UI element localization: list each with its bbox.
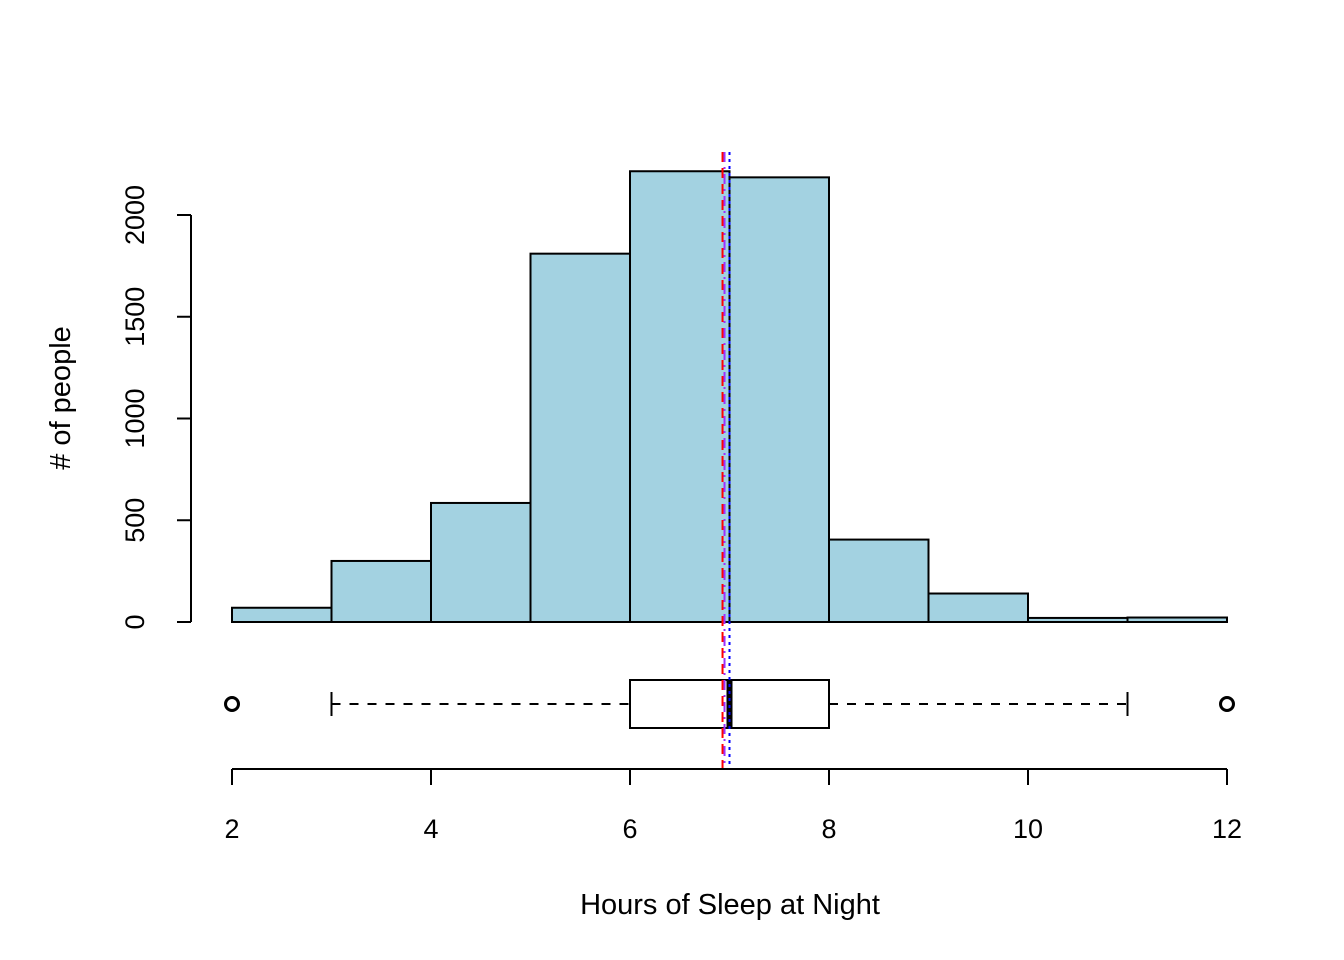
x-axis: 2 4 6 8 10 12 (224, 768, 1242, 844)
histogram-bars (231, 170, 1228, 624)
histogram-bar (828, 538, 930, 624)
y-tick-label: 2000 (120, 185, 150, 245)
x-tick-label: 4 (423, 814, 438, 844)
x-tick-label: 12 (1212, 814, 1242, 844)
y-tick-label: 500 (120, 498, 150, 543)
histogram-bar (629, 170, 731, 623)
y-tick-label: 1000 (120, 388, 150, 448)
x-tick-label: 10 (1013, 814, 1043, 844)
histogram-bar (430, 501, 532, 624)
x-tick-label: 8 (821, 814, 836, 844)
histogram-bar (1027, 616, 1129, 623)
x-tick-label: 2 (224, 814, 239, 844)
x-tick-label: 6 (622, 814, 637, 844)
histogram-bar (330, 559, 432, 624)
x-axis-title: Hours of Sleep at Night (580, 889, 880, 921)
boxplot-outlier (224, 696, 240, 712)
histogram-bar (1126, 616, 1228, 624)
y-tick-label: 0 (120, 614, 150, 629)
histogram-bar (927, 592, 1029, 624)
histogram-bar (529, 252, 631, 623)
y-tick-label: 1500 (120, 287, 150, 347)
boxplot-outlier (1219, 696, 1235, 712)
reference-lines (721, 152, 731, 768)
y-axis: 0 500 1000 1500 2000 (120, 185, 192, 630)
histogram-bar (728, 176, 830, 623)
y-axis-title: # of people (45, 326, 77, 470)
histogram-bar (231, 606, 333, 624)
